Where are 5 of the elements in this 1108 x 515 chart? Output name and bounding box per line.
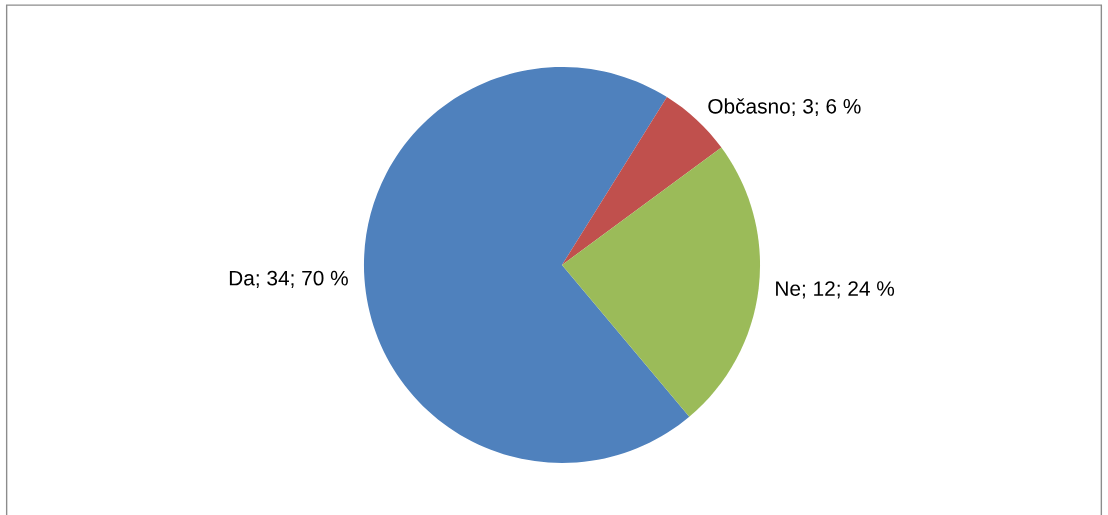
slice-label: Da; 34; 70 % [229, 270, 348, 288]
slice-label: Občasno; 3; 6 % [708, 98, 861, 117]
pie-slice [562, 147, 761, 417]
slice-label: Ne; 12; 24 % [776, 281, 895, 299]
pie-slice [364, 66, 690, 464]
